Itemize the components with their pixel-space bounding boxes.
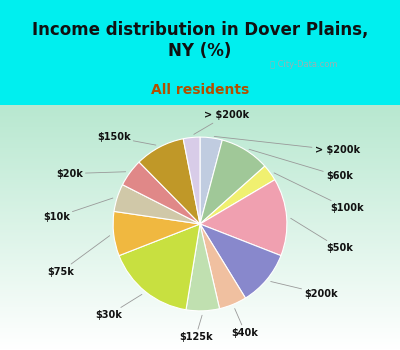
Wedge shape (186, 224, 220, 311)
Text: $60k: $60k (249, 149, 353, 181)
Wedge shape (139, 139, 200, 224)
Text: All residents: All residents (151, 83, 249, 97)
Text: $50k: $50k (291, 218, 353, 253)
Wedge shape (200, 140, 265, 224)
Text: ⓘ City-Data.com: ⓘ City-Data.com (270, 60, 338, 69)
Wedge shape (119, 224, 200, 310)
Wedge shape (200, 137, 222, 224)
Text: Income distribution in Dover Plains,
NY (%): Income distribution in Dover Plains, NY … (32, 21, 368, 61)
Wedge shape (200, 180, 287, 256)
Text: $150k: $150k (97, 132, 156, 145)
Text: > $200k: > $200k (214, 136, 360, 155)
Text: $30k: $30k (95, 294, 142, 320)
Text: $20k: $20k (56, 169, 126, 178)
Text: $40k: $40k (232, 309, 259, 338)
Text: $125k: $125k (179, 315, 212, 342)
Text: > $200k: > $200k (194, 110, 249, 134)
Wedge shape (200, 224, 281, 298)
Text: $10k: $10k (43, 198, 113, 222)
Wedge shape (113, 211, 200, 256)
Text: $75k: $75k (47, 236, 110, 277)
Wedge shape (200, 166, 275, 224)
Wedge shape (183, 137, 200, 224)
Wedge shape (122, 162, 200, 224)
Text: $100k: $100k (274, 173, 364, 214)
Wedge shape (200, 224, 246, 309)
Wedge shape (114, 185, 200, 224)
Text: $200k: $200k (271, 281, 338, 299)
